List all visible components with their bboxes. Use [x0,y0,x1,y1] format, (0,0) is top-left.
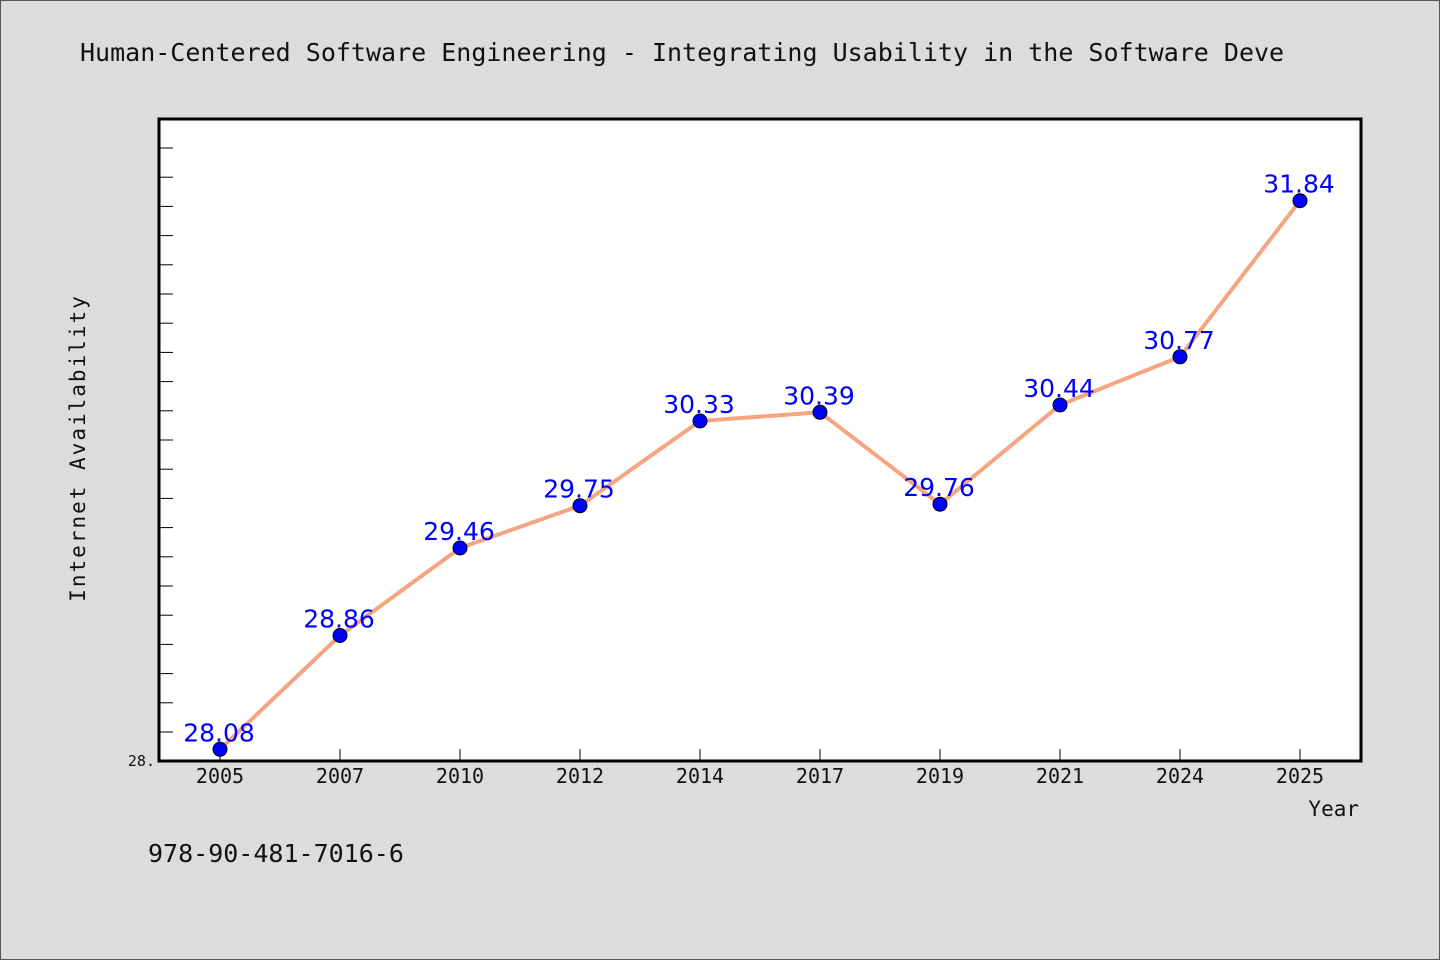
x-tick-label: 2024 [1156,764,1204,788]
x-axis-label: Year [1308,797,1359,821]
x-tick-label: 2007 [316,764,364,788]
data-label: 29.75 [543,475,615,504]
data-label: 29.76 [903,473,975,502]
data-label: 31.84 [1263,170,1335,199]
x-tick-label: 2019 [916,764,964,788]
data-label: 30.77 [1143,326,1215,355]
data-label: 29.46 [423,517,495,546]
plot-area [157,117,1363,763]
chart-title: Human-Centered Software Engineering - In… [80,38,1284,67]
data-label: 28.86 [303,605,375,634]
y-axis-label: Internet Availability [66,294,90,602]
x-tick-label: 2005 [196,764,244,788]
data-point [932,496,948,512]
x-tick-label: 2021 [1036,764,1084,788]
data-point [812,404,828,420]
y-axis-ticks [159,147,173,733]
data-point [212,741,228,757]
series-line [218,198,1302,752]
x-tick-label: 2025 [1276,764,1324,788]
x-tick-label: 2017 [796,764,844,788]
data-point [1172,349,1188,365]
data-point [332,628,348,643]
data-label: 30.33 [663,390,735,419]
data-label: 28.08 [183,718,255,747]
x-tick-label: 2012 [556,764,604,788]
data-point [692,413,708,429]
isbn-text: 978-90-481-7016-6 [148,839,404,868]
data-point [572,498,588,514]
series-layer: 28.08 28.86 29.46 29.75 30.33 30.39 29.76 30.44… [183,170,1335,757]
data-point [452,540,468,556]
x-tick-label: 2014 [676,764,724,788]
data-point [1292,193,1308,209]
data-point [1052,397,1068,413]
y-tick-label: 28. [128,752,155,770]
x-tick-label: 2010 [436,764,484,788]
data-label: 30.39 [783,381,855,410]
data-label: 30.44 [1023,374,1095,403]
